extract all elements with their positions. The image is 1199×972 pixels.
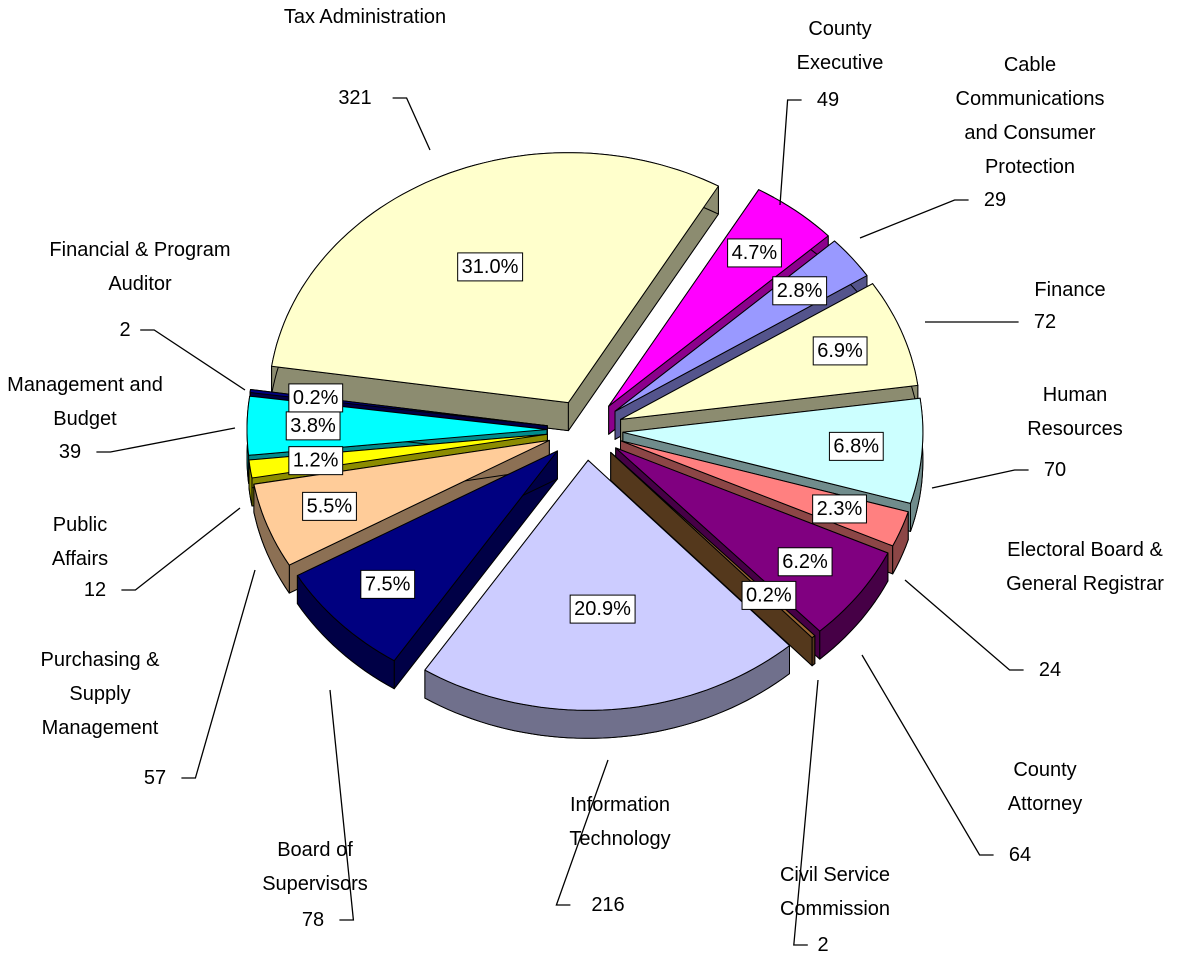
percent-box (812, 336, 868, 366)
leader-line (96, 427, 236, 453)
percent-label: 1.2% (293, 450, 339, 472)
category-label: County Executive (796, 18, 884, 74)
percent-label: 5.5% (307, 495, 353, 517)
category-label: Civil Service Commission (779, 864, 891, 920)
percent-box (285, 411, 341, 441)
category-label: Finance (1034, 279, 1106, 301)
leader-line (181, 569, 256, 779)
slice-top (424, 459, 790, 711)
percent-label: 7.5% (365, 573, 411, 595)
count-label: 29 (983, 189, 1007, 211)
percent-box (772, 276, 828, 306)
category-label: Financial & Program Auditor (49, 239, 231, 295)
category-label: Tax Administration (283, 6, 447, 28)
count-label: 78 (301, 909, 325, 931)
count-label: 49 (816, 89, 840, 111)
count-label: 12 (83, 579, 107, 601)
percent-label: 3.8% (290, 415, 336, 437)
percent-label: 20.9% (574, 598, 631, 620)
category-label: Electoral Board & General Registrar (1006, 539, 1164, 595)
category-label: Management and Budget (7, 374, 163, 430)
percent-box (741, 580, 797, 610)
category-label: Board of Supervisors (262, 839, 368, 895)
count-label: 72 (1033, 311, 1057, 333)
percent-label: 6.9% (817, 340, 863, 362)
percent-box (302, 491, 357, 521)
percent-label: 6.8% (833, 435, 879, 457)
slice-top (296, 450, 558, 662)
leader-line (861, 654, 994, 856)
leader-line (904, 579, 1024, 671)
leader-line (140, 329, 246, 391)
percent-box (288, 446, 344, 476)
leader-line (392, 97, 431, 151)
category-label: Public Affairs (51, 514, 109, 570)
percent-label: 6.2% (782, 551, 828, 573)
percent-box (288, 383, 344, 413)
percent-label: 2.8% (777, 280, 823, 302)
percent-box (727, 238, 782, 268)
category-label: County Attorney (1007, 759, 1083, 815)
category-label: Purchasing & Supply Management (40, 649, 160, 739)
count-label: 2 (119, 319, 131, 341)
slice-top (253, 439, 550, 566)
leader-line (555, 759, 609, 906)
percent-box (828, 431, 884, 461)
leader-line (793, 679, 819, 946)
count-label: 70 (1043, 459, 1067, 481)
slice-side (811, 635, 816, 667)
percent-box (457, 252, 524, 282)
leader-line (329, 689, 355, 921)
category-label: Cable Communications and Consumer Protec… (955, 54, 1105, 178)
slice (296, 450, 558, 690)
percent-label: 0.2% (293, 387, 339, 409)
category-label: Information Technology (569, 794, 671, 850)
percent-label: 2.3% (817, 498, 863, 520)
count-label: 24 (1038, 659, 1062, 681)
count-label: 2 (817, 934, 829, 956)
leader-line (931, 469, 1029, 489)
slice (610, 451, 816, 667)
count-label: 321 (338, 87, 372, 109)
percent-box (777, 547, 833, 577)
slice (271, 152, 719, 432)
count-label: 39 (58, 441, 82, 463)
percent-label: 0.2% (746, 584, 792, 606)
count-label: 216 (591, 894, 625, 916)
count-label: 57 (143, 767, 167, 789)
percent-label: 4.7% (732, 242, 778, 264)
percent-box (569, 594, 636, 624)
leader-line (121, 507, 241, 591)
percent-label: 31.0% (462, 256, 519, 278)
slice-top (622, 397, 924, 504)
count-label: 64 (1008, 844, 1032, 866)
leader-line (779, 99, 802, 206)
category-label: Human Resources (1027, 384, 1123, 440)
percent-box (812, 494, 867, 524)
percent-box (360, 569, 416, 599)
slice-top (620, 283, 919, 420)
slice-top (615, 447, 889, 632)
leader-line (859, 199, 969, 239)
